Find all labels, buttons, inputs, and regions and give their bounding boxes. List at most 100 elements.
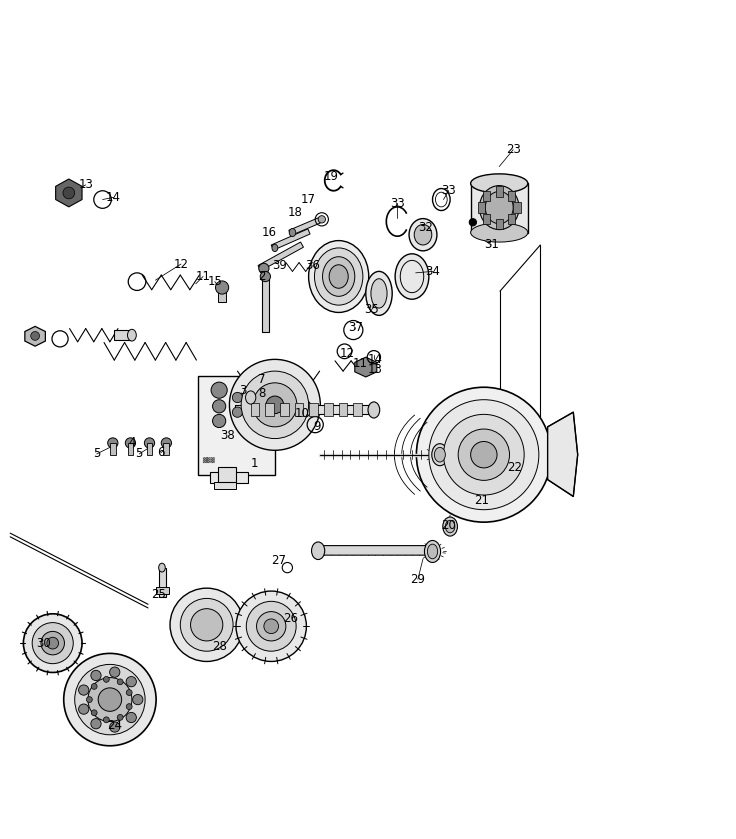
Text: 36: 36 bbox=[305, 259, 320, 272]
Polygon shape bbox=[548, 412, 578, 497]
Text: 11: 11 bbox=[353, 357, 368, 369]
Bar bbox=[251, 392, 271, 404]
Circle shape bbox=[132, 695, 143, 705]
Text: 5: 5 bbox=[93, 447, 100, 461]
Bar bbox=[324, 404, 333, 416]
Text: 12: 12 bbox=[174, 258, 188, 270]
Ellipse shape bbox=[443, 517, 458, 536]
Circle shape bbox=[257, 612, 286, 641]
Text: 8: 8 bbox=[258, 388, 266, 400]
Text: 27: 27 bbox=[271, 554, 286, 567]
Ellipse shape bbox=[159, 563, 166, 572]
Text: 24: 24 bbox=[107, 719, 122, 732]
Ellipse shape bbox=[329, 265, 348, 289]
Circle shape bbox=[91, 718, 101, 729]
Ellipse shape bbox=[428, 545, 438, 559]
Bar bbox=[235, 405, 374, 414]
Text: 4: 4 bbox=[128, 436, 135, 450]
Circle shape bbox=[233, 407, 243, 417]
Circle shape bbox=[79, 704, 89, 714]
Circle shape bbox=[170, 588, 244, 661]
Ellipse shape bbox=[308, 241, 369, 312]
Ellipse shape bbox=[479, 185, 519, 230]
Text: 19: 19 bbox=[324, 169, 339, 183]
Circle shape bbox=[247, 602, 296, 651]
Text: 23: 23 bbox=[506, 143, 520, 156]
Polygon shape bbox=[316, 545, 438, 555]
Bar bbox=[163, 443, 169, 455]
Circle shape bbox=[63, 187, 75, 199]
Circle shape bbox=[144, 438, 155, 448]
Polygon shape bbox=[25, 326, 46, 347]
Text: 13: 13 bbox=[78, 179, 93, 191]
Circle shape bbox=[117, 679, 123, 685]
Circle shape bbox=[24, 614, 82, 673]
Polygon shape bbox=[470, 184, 528, 232]
Text: 10: 10 bbox=[294, 407, 309, 420]
Bar bbox=[110, 443, 116, 455]
Bar bbox=[309, 404, 318, 416]
Text: 15: 15 bbox=[208, 275, 222, 288]
Circle shape bbox=[126, 676, 136, 687]
Circle shape bbox=[98, 688, 121, 711]
Bar bbox=[263, 279, 269, 331]
Text: 39: 39 bbox=[272, 259, 288, 272]
Circle shape bbox=[213, 414, 226, 428]
Text: 13: 13 bbox=[368, 363, 383, 376]
Bar bbox=[219, 284, 226, 302]
Bar bbox=[495, 219, 503, 229]
Text: 1: 1 bbox=[250, 457, 258, 470]
Text: 9: 9 bbox=[313, 420, 320, 433]
Circle shape bbox=[91, 710, 97, 716]
Ellipse shape bbox=[470, 174, 528, 193]
Text: 18: 18 bbox=[287, 206, 302, 219]
Bar bbox=[146, 443, 152, 455]
Text: 28: 28 bbox=[213, 640, 227, 654]
Circle shape bbox=[469, 219, 476, 226]
Ellipse shape bbox=[272, 244, 277, 252]
Ellipse shape bbox=[485, 191, 513, 224]
Circle shape bbox=[216, 281, 229, 294]
Circle shape bbox=[127, 704, 132, 710]
Ellipse shape bbox=[127, 330, 136, 341]
Ellipse shape bbox=[314, 248, 363, 305]
Bar bbox=[251, 404, 260, 416]
Ellipse shape bbox=[322, 257, 355, 296]
Circle shape bbox=[318, 216, 325, 223]
Ellipse shape bbox=[470, 223, 528, 242]
Ellipse shape bbox=[366, 271, 392, 315]
Circle shape bbox=[88, 678, 132, 722]
Text: 33: 33 bbox=[390, 196, 405, 210]
Text: 35: 35 bbox=[364, 303, 379, 316]
Ellipse shape bbox=[425, 540, 441, 562]
Circle shape bbox=[230, 359, 320, 451]
Ellipse shape bbox=[371, 279, 387, 308]
Circle shape bbox=[241, 371, 308, 439]
Circle shape bbox=[79, 685, 89, 696]
Text: 2: 2 bbox=[258, 270, 266, 283]
Circle shape bbox=[180, 598, 233, 651]
Bar bbox=[198, 376, 275, 475]
Polygon shape bbox=[289, 218, 320, 236]
Bar bbox=[156, 586, 169, 594]
Circle shape bbox=[247, 386, 255, 394]
Polygon shape bbox=[258, 242, 303, 271]
Text: 38: 38 bbox=[220, 429, 235, 442]
Circle shape bbox=[429, 399, 539, 509]
Text: 16: 16 bbox=[261, 226, 277, 239]
Polygon shape bbox=[355, 357, 377, 377]
Ellipse shape bbox=[368, 402, 380, 418]
Ellipse shape bbox=[445, 520, 455, 533]
Circle shape bbox=[417, 388, 551, 522]
Bar bbox=[210, 472, 249, 483]
Ellipse shape bbox=[246, 391, 256, 404]
Text: 21: 21 bbox=[474, 493, 489, 507]
Circle shape bbox=[459, 429, 509, 481]
Circle shape bbox=[110, 722, 120, 732]
Bar bbox=[294, 404, 303, 416]
Circle shape bbox=[75, 664, 145, 735]
Text: 6: 6 bbox=[158, 446, 165, 459]
Ellipse shape bbox=[434, 447, 445, 462]
Bar bbox=[483, 214, 490, 224]
Circle shape bbox=[110, 667, 120, 677]
